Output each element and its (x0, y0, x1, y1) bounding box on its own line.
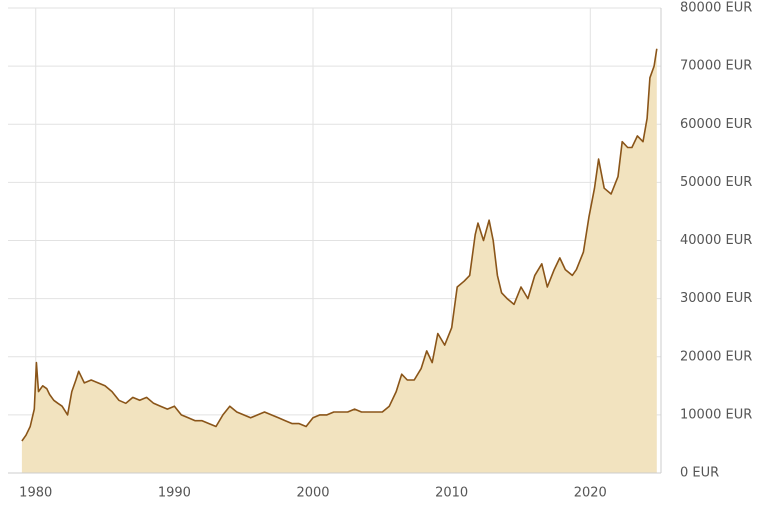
y-tick-label: 50000 EUR (680, 175, 752, 190)
x-tick-label: 1980 (19, 486, 52, 501)
y-tick-label: 40000 EUR (680, 233, 752, 248)
y-tick-label: 0 EUR (680, 466, 719, 481)
y-tick-label: 10000 EUR (680, 407, 752, 422)
x-tick-label: 2010 (435, 486, 468, 501)
y-tick-label: 70000 EUR (680, 59, 752, 74)
y-tick-label: 60000 EUR (680, 117, 752, 132)
x-tick-label: 2020 (574, 486, 607, 501)
area (21, 48, 657, 473)
x-tick-label: 1990 (158, 486, 191, 501)
x-tick-label: 2000 (296, 486, 329, 501)
line (21, 48, 658, 442)
y-tick-label: 20000 EUR (680, 349, 752, 364)
y-tick-label: 30000 EUR (680, 291, 752, 306)
y-tick-label: 80000 EUR (680, 1, 752, 16)
